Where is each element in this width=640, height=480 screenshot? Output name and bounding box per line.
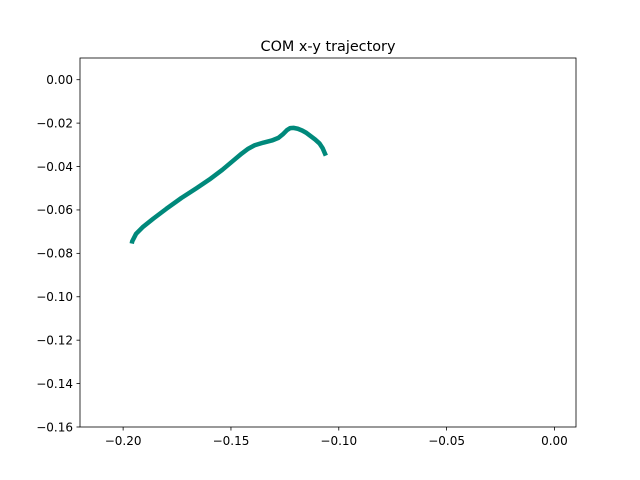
y-tick-label: −0.04 [36,160,73,174]
y-tick-label: −0.14 [36,377,73,391]
y-tick-label: −0.06 [36,203,73,217]
y-tick-label: −0.02 [36,116,73,130]
x-tick-label: −0.10 [320,434,357,448]
y-axis: 0.00 −0.02 −0.04 −0.06 −0.08 −0.10 −0.12 −0.14 −… [36,73,80,434]
series-layer [129,125,328,245]
x-tick-label: −0.05 [428,434,465,448]
x-tick-label: −0.20 [105,434,142,448]
x-axis: −0.20 −0.15 −0.10 −0.05 0.00 [105,427,568,448]
chart-title: COM x-y trajectory [261,39,396,55]
y-tick-label: −0.12 [36,333,73,347]
x-tick-label: −0.15 [213,434,250,448]
y-tick-label: −0.16 [36,420,73,434]
y-tick-label: −0.10 [36,290,73,304]
x-tick-label: 0.00 [541,434,568,448]
com-trajectory-line [129,125,328,245]
y-tick-label: −0.08 [36,247,73,261]
y-tick-label: 0.00 [46,73,73,87]
plot-area [79,57,577,428]
